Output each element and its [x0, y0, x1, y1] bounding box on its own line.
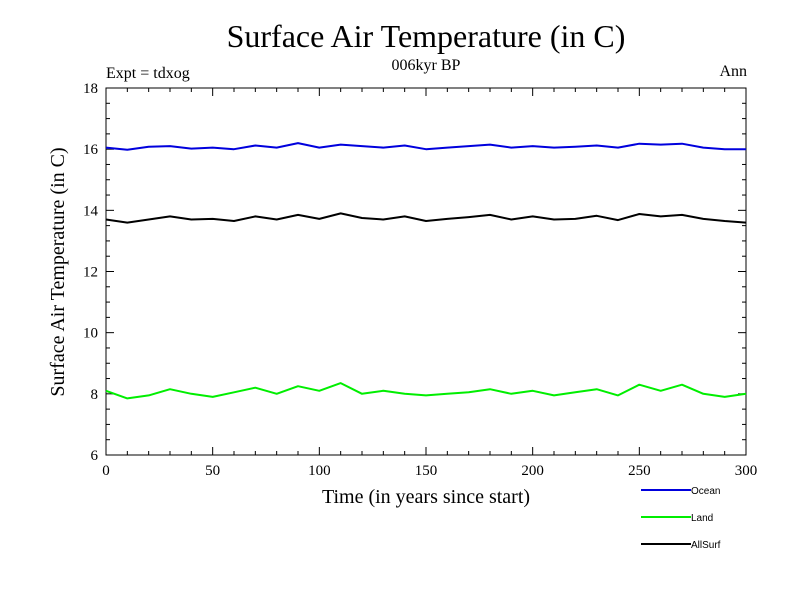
- x-tick-label: 250: [628, 463, 651, 479]
- x-tick-label: 100: [308, 463, 331, 479]
- y-tick-label: 6: [91, 448, 99, 464]
- expt-label: Expt = tdxog: [106, 65, 190, 82]
- series-lines: [105, 142, 747, 400]
- y-tick-label: 8: [91, 387, 99, 403]
- x-tick-label: 50: [205, 463, 220, 479]
- legend: Ocean Land AllSurf: [641, 486, 721, 551]
- series-line-land: [105, 382, 747, 400]
- chart-title: Surface Air Temperature (in C): [227, 18, 626, 54]
- axis-tick-labels: 0 50 100 150 200 250 300 6 8 10 12 14 16 18: [83, 81, 757, 479]
- period-label: Ann: [719, 63, 747, 80]
- x-tick-label: 0: [102, 463, 110, 479]
- x-axis-label: Time (in years since start): [322, 486, 530, 508]
- y-tick-label: 10: [83, 326, 98, 342]
- legend-label-ocean: Ocean: [691, 486, 720, 497]
- y-tick-label: 16: [83, 142, 99, 158]
- series-line-allsurf: [105, 212, 747, 224]
- y-tick-label: 14: [83, 203, 99, 219]
- x-tick-label: 150: [415, 463, 438, 479]
- legend-label-allsurf: AllSurf: [691, 540, 721, 551]
- x-tick-label: 200: [521, 463, 544, 479]
- chart-subtitle: 006kyr BP: [392, 57, 461, 74]
- y-axis-label: Surface Air Temperature (in C): [47, 147, 69, 396]
- x-tick-label: 300: [735, 463, 758, 479]
- plot-frame: [105, 87, 747, 456]
- series-line-ocean: [105, 142, 746, 151]
- y-tick-label: 12: [83, 265, 98, 281]
- y-tick-label: 18: [83, 81, 98, 97]
- axis-ticks: [105, 87, 747, 456]
- legend-label-land: Land: [691, 513, 713, 524]
